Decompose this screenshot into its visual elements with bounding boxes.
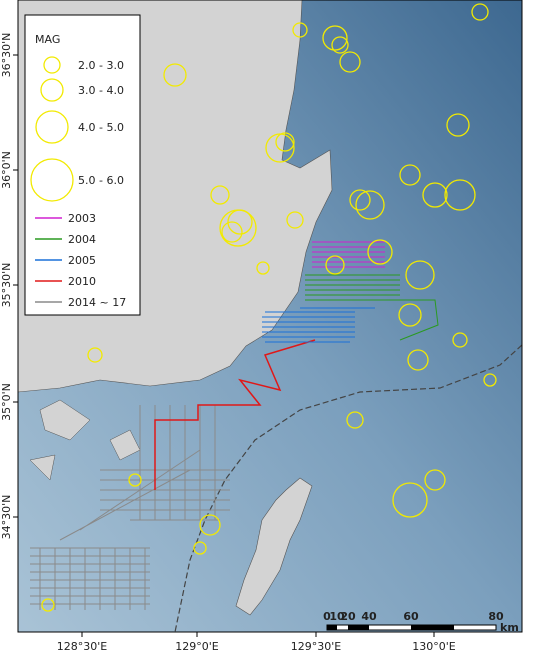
survey-2010 <box>154 339 316 490</box>
survey-2004 <box>305 274 439 341</box>
longitude-label: 130°0'E <box>412 640 456 653</box>
legend-label: 2003 <box>68 212 96 225</box>
legend-label: 2014 ~ 17 <box>68 296 126 309</box>
scale-bar-segment <box>348 625 369 630</box>
legend-symbol <box>43 56 61 74</box>
legend-label: 2010 <box>68 275 96 288</box>
scale-bar-segment <box>327 625 337 630</box>
legend-label: 5.0 - 6.0 <box>78 174 124 187</box>
legend-label: 2.0 - 3.0 <box>78 59 124 72</box>
legend-label: 3.0 - 4.0 <box>78 84 124 97</box>
scale-label: 80 <box>488 610 504 623</box>
scale-bar <box>326 624 497 631</box>
earthquakes <box>41 3 497 612</box>
legend-symbol <box>30 158 74 202</box>
land-tsushima <box>235 477 313 616</box>
legend-label: 4.0 - 5.0 <box>78 121 124 134</box>
scale-bar-segment <box>411 625 454 630</box>
longitude-label: 129°0'E <box>175 640 219 653</box>
scale-label: 20 <box>340 610 356 623</box>
legend-symbol <box>35 110 69 144</box>
scale-label: 10 <box>329 610 345 623</box>
longitude-label: 128°30'E <box>57 640 108 653</box>
legend-symbol <box>40 78 64 102</box>
scale-label: 0 <box>323 610 331 623</box>
scale-label: 60 <box>403 610 419 623</box>
latitude-label: 34°30'N <box>0 495 13 540</box>
map-frame <box>17 0 523 633</box>
survey-2005 <box>262 307 375 343</box>
latitude-label: 36°0'N <box>0 151 13 189</box>
legend-title: MAG <box>35 33 60 46</box>
islands <box>29 399 141 481</box>
scale-label: 40 <box>361 610 377 623</box>
scale-unit: km <box>500 621 519 634</box>
survey-2003 <box>312 241 385 268</box>
longitude-label: 129°30'E <box>291 640 342 653</box>
boundary-line <box>174 344 522 632</box>
legend-label: 2005 <box>68 254 96 267</box>
latitude-label: 35°0'N <box>0 383 13 421</box>
latitude-label: 35°30'N <box>0 263 13 308</box>
latitude-label: 36°30'N <box>0 33 13 78</box>
legend-label: 2004 <box>68 233 96 246</box>
